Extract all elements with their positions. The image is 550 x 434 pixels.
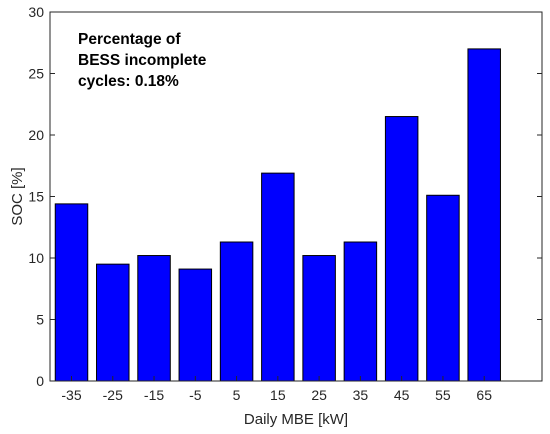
y-tick-label: 0 xyxy=(36,373,44,389)
plot-background xyxy=(50,12,542,381)
bar xyxy=(302,255,336,382)
y-tick-label: 30 xyxy=(28,4,44,20)
bar xyxy=(426,194,460,382)
y-tick-label: 15 xyxy=(28,189,44,205)
x-tick-label: 65 xyxy=(476,387,492,403)
bar xyxy=(137,255,171,382)
bar xyxy=(96,263,130,382)
x-axis-label: Daily MBE [kW] xyxy=(244,411,348,428)
x-tick-label: 15 xyxy=(270,387,286,403)
bar xyxy=(384,116,419,382)
x-tick-label: 45 xyxy=(394,387,410,403)
x-tick-label: 5 xyxy=(233,387,241,403)
x-axis-ticks: -35 -25 -15 -5 5 15 25 35 45 55 65 xyxy=(61,376,492,403)
bar xyxy=(219,241,254,382)
y-tick-label: 5 xyxy=(36,312,44,328)
bar xyxy=(343,241,378,382)
x-tick-label: -25 xyxy=(103,387,123,403)
x-tick-label: 55 xyxy=(435,387,451,403)
x-tick-label: 25 xyxy=(311,387,327,403)
y-axis-ticks: 0 5 10 15 20 25 30 xyxy=(28,4,542,389)
bar xyxy=(178,268,213,382)
bar xyxy=(54,203,89,382)
bars xyxy=(54,48,501,382)
annotation-text: Percentage of BESS incomplete cycles: 0.… xyxy=(78,31,211,90)
y-tick-label: 20 xyxy=(28,127,44,143)
bar xyxy=(261,172,295,382)
x-tick-label: -5 xyxy=(189,387,202,403)
annotation-line-1: Percentage of xyxy=(78,31,181,48)
y-tick-label: 25 xyxy=(28,66,44,82)
annotation-line-3: cycles: 0.18% xyxy=(78,73,179,90)
annotation-line-2: BESS incomplete xyxy=(78,52,207,69)
x-tick-label: 35 xyxy=(353,387,369,403)
bar xyxy=(467,48,501,382)
x-tick-label: -35 xyxy=(61,387,81,403)
x-tick-label: -15 xyxy=(144,387,164,403)
y-axis-label: SOC [%] xyxy=(9,167,26,225)
y-tick-label: 10 xyxy=(28,250,44,266)
